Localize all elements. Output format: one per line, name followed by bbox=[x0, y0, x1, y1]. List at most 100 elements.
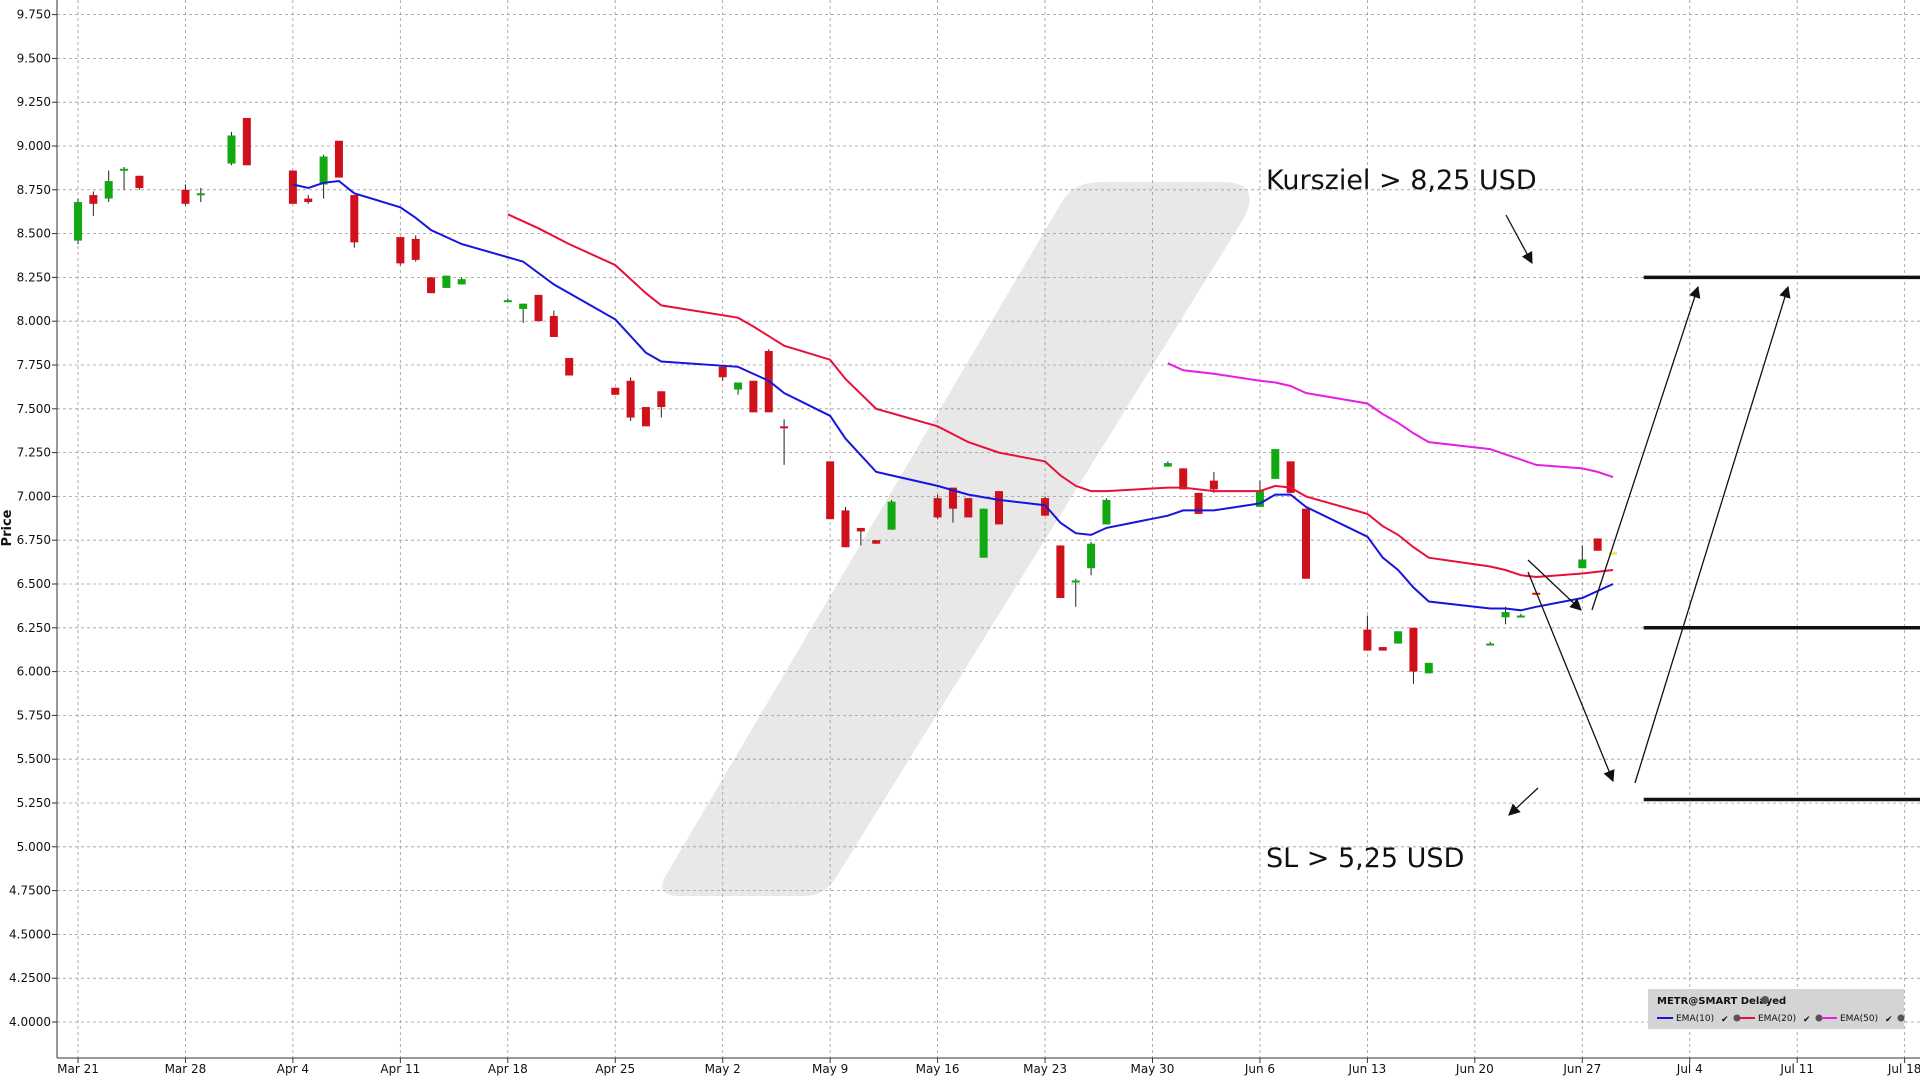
globe-icon[interactable] bbox=[1897, 1014, 1905, 1022]
x-tick-label: Jun 13 bbox=[1347, 1062, 1386, 1076]
candle-body bbox=[964, 498, 973, 518]
candle bbox=[887, 499, 896, 530]
arrow-up-from-stop bbox=[1634, 285, 1791, 784]
x-tick-label: May 2 bbox=[705, 1062, 741, 1076]
check-icon[interactable]: ✔ bbox=[1721, 1015, 1729, 1025]
candle bbox=[1501, 606, 1510, 625]
candle bbox=[856, 527, 865, 546]
candle bbox=[1071, 578, 1080, 607]
candle bbox=[534, 294, 543, 322]
ema-line-ema10 bbox=[292, 179, 1614, 612]
candle bbox=[503, 298, 512, 303]
candle bbox=[1486, 641, 1495, 646]
candle-body bbox=[1378, 647, 1387, 651]
y-tick-label: 5.500 bbox=[17, 752, 51, 766]
candle bbox=[641, 407, 650, 427]
candle bbox=[1378, 647, 1387, 651]
candle bbox=[826, 461, 835, 520]
y-tick-label: 9.250 bbox=[17, 95, 51, 109]
globe-icon[interactable] bbox=[1815, 1014, 1823, 1022]
x-tick-label: Apr 18 bbox=[488, 1062, 528, 1076]
check-icon[interactable]: ✔ bbox=[1803, 1015, 1811, 1025]
candle-body bbox=[288, 170, 297, 204]
grid bbox=[57, 0, 1920, 1058]
candle bbox=[1163, 461, 1172, 467]
y-tick-label: 4.7500 bbox=[9, 884, 51, 898]
candle-body bbox=[242, 117, 251, 166]
candle-body bbox=[872, 540, 881, 544]
candle bbox=[995, 491, 1003, 525]
candle-body bbox=[626, 380, 635, 418]
candle bbox=[780, 419, 789, 465]
check-icon[interactable]: ✔ bbox=[1885, 1015, 1893, 1025]
candle bbox=[427, 277, 436, 294]
candle-body bbox=[1409, 627, 1418, 672]
candle-body bbox=[1209, 480, 1218, 490]
y-tick-label: 9.750 bbox=[17, 8, 51, 22]
candle bbox=[1578, 545, 1587, 569]
candle bbox=[227, 131, 236, 166]
x-tick-label: Mar 28 bbox=[165, 1062, 207, 1076]
candle bbox=[611, 387, 620, 395]
candle bbox=[841, 506, 850, 548]
x-tick-label: Jul 11 bbox=[1779, 1062, 1814, 1076]
price-levels bbox=[1643, 275, 1920, 802]
x-tick-label: May 30 bbox=[1131, 1062, 1175, 1076]
candle-body bbox=[135, 175, 144, 189]
candle-body bbox=[1194, 492, 1203, 514]
y-tick-label: 5.000 bbox=[17, 840, 51, 854]
candle bbox=[948, 487, 957, 523]
candle-body bbox=[457, 279, 466, 285]
candle-body bbox=[826, 461, 835, 520]
candle-body bbox=[89, 195, 98, 204]
candle bbox=[196, 188, 205, 203]
candle bbox=[120, 167, 129, 190]
candle-body bbox=[1286, 461, 1295, 493]
y-tick-label: 8.500 bbox=[17, 227, 51, 241]
y-tick-label: 7.500 bbox=[17, 402, 51, 416]
candle-body bbox=[611, 387, 620, 395]
y-tick-label: 7.250 bbox=[17, 446, 51, 460]
y-tick-label: 6.750 bbox=[17, 533, 51, 547]
stop-loss-annotation: SL > 5,25 USD bbox=[1266, 843, 1464, 874]
candle-body bbox=[1163, 463, 1172, 467]
candle-body bbox=[565, 357, 574, 376]
x-tick-label: Jul 18 bbox=[1887, 1062, 1920, 1076]
scenario-arrows bbox=[1505, 214, 1791, 816]
candle bbox=[1102, 498, 1111, 525]
candle-body bbox=[1302, 508, 1310, 579]
x-tick-label: Jun 6 bbox=[1244, 1062, 1275, 1076]
candle bbox=[872, 540, 881, 544]
x-tick-label: Apr 25 bbox=[595, 1062, 635, 1076]
candle bbox=[1271, 449, 1280, 479]
candle-body bbox=[549, 315, 558, 337]
target-annotation: Kursziel > 8,25 USD bbox=[1266, 165, 1537, 196]
candle bbox=[1179, 468, 1188, 490]
candle bbox=[350, 195, 359, 248]
y-tick-label: 5.750 bbox=[17, 708, 51, 722]
x-tick-label: Apr 11 bbox=[380, 1062, 420, 1076]
axes bbox=[56, 0, 1920, 1059]
y-tick-label: 4.2500 bbox=[9, 971, 51, 985]
candle-body bbox=[841, 510, 850, 548]
candle bbox=[1209, 471, 1218, 493]
y-tick-label: 9.000 bbox=[17, 139, 51, 153]
candle-body bbox=[442, 275, 451, 288]
globe-icon[interactable] bbox=[1733, 1014, 1741, 1022]
candle-body bbox=[1501, 612, 1510, 618]
y-tick-label: 4.5000 bbox=[9, 927, 51, 941]
candle-body bbox=[1255, 491, 1264, 507]
y-tick-label: 8.000 bbox=[17, 314, 51, 328]
candle-body bbox=[227, 135, 236, 164]
arrow-to-stop bbox=[1508, 787, 1539, 816]
candle bbox=[457, 277, 466, 285]
x-tick-label: Jul 4 bbox=[1676, 1062, 1703, 1076]
candle-body bbox=[503, 300, 512, 303]
arrow-to-target bbox=[1505, 214, 1533, 265]
legend-title: METR@SMART Delayed bbox=[1657, 996, 1786, 1007]
y-tick-label: 7.000 bbox=[17, 489, 51, 503]
arrow-down-to-stop bbox=[1527, 571, 1615, 783]
candle-body bbox=[1578, 559, 1587, 569]
candle bbox=[933, 494, 942, 520]
